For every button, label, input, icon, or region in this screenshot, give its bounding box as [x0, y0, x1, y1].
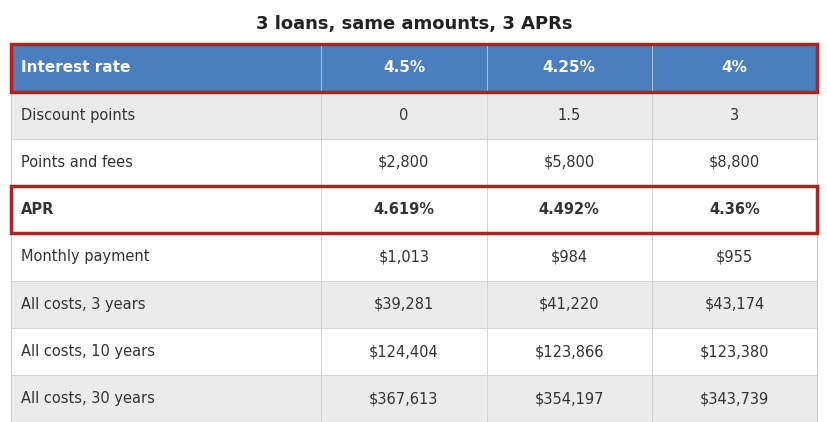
Bar — [651, 375, 816, 422]
Text: All costs, 3 years: All costs, 3 years — [21, 297, 145, 312]
Text: $124,404: $124,404 — [369, 344, 438, 359]
Text: Interest rate: Interest rate — [21, 60, 130, 76]
Text: 4.619%: 4.619% — [373, 202, 434, 217]
Text: $8,800: $8,800 — [708, 155, 759, 170]
Bar — [11, 139, 321, 186]
Text: Monthly payment: Monthly payment — [21, 249, 149, 265]
Bar — [486, 186, 651, 233]
Text: $43,174: $43,174 — [704, 297, 764, 312]
Text: Points and fees: Points and fees — [21, 155, 132, 170]
Text: Discount points: Discount points — [21, 108, 135, 123]
Bar — [321, 233, 486, 281]
Bar — [486, 328, 651, 375]
Text: 3: 3 — [729, 108, 739, 123]
Bar — [11, 186, 321, 233]
Bar — [11, 375, 321, 422]
Text: $2,800: $2,800 — [378, 155, 429, 170]
Bar — [486, 233, 651, 281]
Text: 0: 0 — [399, 108, 408, 123]
Bar — [321, 375, 486, 422]
Bar — [321, 139, 486, 186]
Bar — [321, 281, 486, 328]
Bar — [651, 92, 816, 139]
Text: $39,281: $39,281 — [373, 297, 433, 312]
Bar — [11, 44, 816, 422]
Bar — [11, 44, 816, 92]
Text: APR: APR — [21, 202, 54, 217]
Text: $1,013: $1,013 — [378, 249, 429, 265]
Text: 4%: 4% — [721, 60, 747, 76]
Bar — [486, 92, 651, 139]
Bar — [11, 186, 816, 233]
Bar — [486, 139, 651, 186]
Text: $343,739: $343,739 — [699, 391, 768, 406]
Text: All costs, 10 years: All costs, 10 years — [21, 344, 155, 359]
Text: $354,197: $354,197 — [534, 391, 603, 406]
Bar — [321, 44, 486, 92]
Text: $984: $984 — [550, 249, 587, 265]
Bar — [321, 186, 486, 233]
Bar — [651, 139, 816, 186]
Text: 4.492%: 4.492% — [538, 202, 599, 217]
Text: 4.5%: 4.5% — [382, 60, 424, 76]
Bar — [651, 328, 816, 375]
Bar — [651, 281, 816, 328]
Bar — [651, 233, 816, 281]
Bar — [11, 328, 321, 375]
Text: $123,866: $123,866 — [534, 344, 603, 359]
Text: $5,800: $5,800 — [543, 155, 594, 170]
Text: 3 loans, same amounts, 3 APRs: 3 loans, same amounts, 3 APRs — [256, 15, 571, 33]
Text: $955: $955 — [715, 249, 753, 265]
Text: All costs, 30 years: All costs, 30 years — [21, 391, 155, 406]
Bar — [486, 44, 651, 92]
Bar — [651, 44, 816, 92]
Bar — [321, 92, 486, 139]
Text: 4.25%: 4.25% — [543, 60, 595, 76]
Text: $367,613: $367,613 — [369, 391, 438, 406]
Bar — [486, 375, 651, 422]
Bar — [11, 233, 321, 281]
Bar — [11, 281, 321, 328]
Bar — [651, 186, 816, 233]
Bar — [11, 92, 321, 139]
Text: 4.36%: 4.36% — [709, 202, 759, 217]
Text: $41,220: $41,220 — [538, 297, 599, 312]
Bar — [486, 281, 651, 328]
Bar — [321, 328, 486, 375]
Text: 1.5: 1.5 — [557, 108, 581, 123]
Bar — [11, 44, 321, 92]
Text: $123,380: $123,380 — [699, 344, 768, 359]
